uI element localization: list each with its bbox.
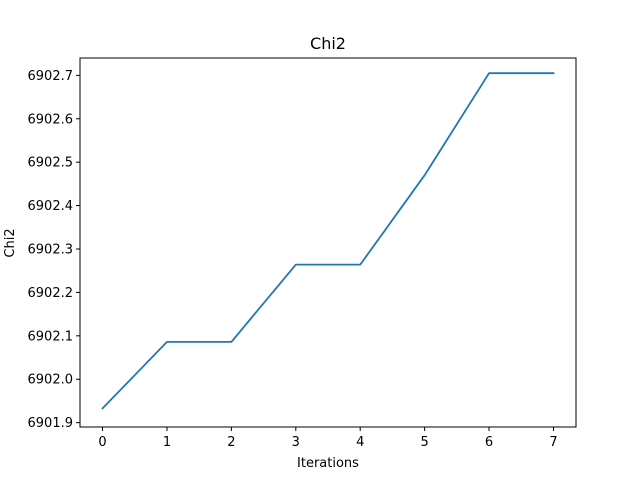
chi2-series-line bbox=[101, 72, 555, 410]
x-tick-label: 2 bbox=[227, 435, 235, 450]
y-tick-label: 6902.6 bbox=[28, 112, 74, 127]
y-tick-label: 6902.1 bbox=[28, 329, 74, 344]
series-layer bbox=[101, 72, 555, 410]
x-tick-label: 0 bbox=[98, 435, 106, 450]
x-tick-label: 3 bbox=[292, 435, 300, 450]
chart-title: Chi2 bbox=[310, 34, 346, 53]
y-tick-label: 6902.3 bbox=[28, 243, 74, 258]
y-axis-ticks: 6901.9 6902.0 6902.1 6902.2 6902.3 6902.4 6902… bbox=[28, 69, 80, 431]
y-axis-label: Chi2 bbox=[3, 228, 18, 257]
x-tick-label: 1 bbox=[163, 435, 171, 450]
x-tick-label: 6 bbox=[485, 435, 493, 450]
y-tick-label: 6901.9 bbox=[28, 416, 74, 431]
y-tick-label: 6902.0 bbox=[28, 373, 74, 388]
y-tick-label: 6902.5 bbox=[28, 156, 74, 171]
y-tick-label: 6902.2 bbox=[28, 286, 74, 301]
x-tick-label: 5 bbox=[420, 435, 428, 450]
x-axis-ticks: 0 1 2 3 4 5 6 7 bbox=[98, 427, 558, 450]
x-axis-label: Iterations bbox=[297, 456, 359, 471]
y-tick-label: 6902.4 bbox=[28, 199, 74, 214]
axes-frame bbox=[79, 57, 577, 428]
y-tick-label: 6902.7 bbox=[28, 69, 74, 84]
x-tick-label: 7 bbox=[549, 435, 557, 450]
x-tick-label: 4 bbox=[356, 435, 364, 450]
